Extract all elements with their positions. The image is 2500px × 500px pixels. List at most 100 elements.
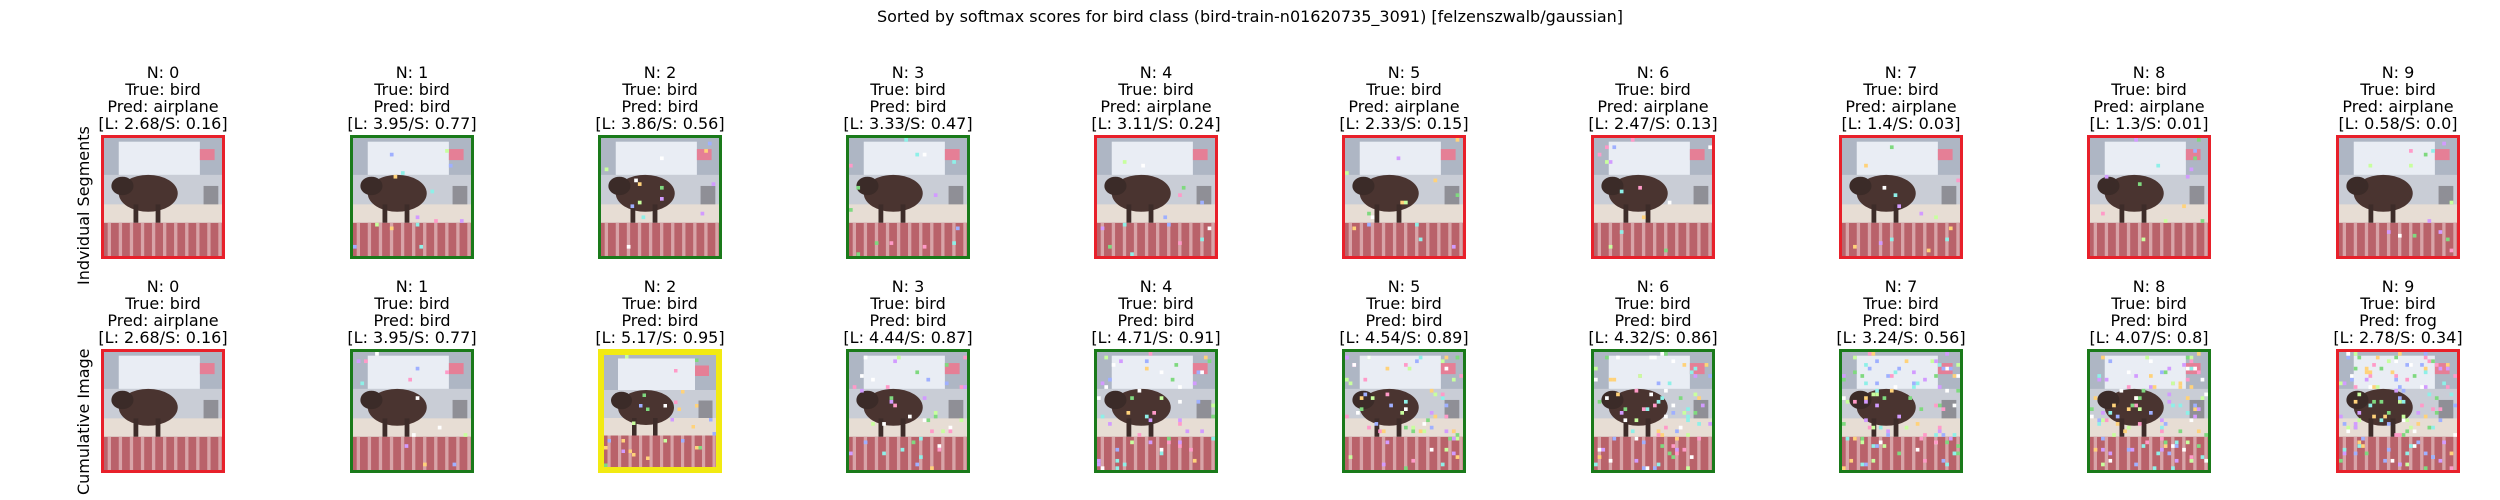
caption-index: N: 4 bbox=[1139, 277, 1173, 296]
caption-true-label: True: bird bbox=[2360, 80, 2436, 99]
bird-photo-image bbox=[2090, 352, 2208, 470]
caption-score: [L: 3.24/S: 0.56] bbox=[1836, 328, 1966, 347]
bird-photo-image bbox=[1594, 352, 1712, 470]
caption-true-label: True: bird bbox=[1615, 294, 1691, 313]
bird-body bbox=[1111, 388, 1171, 426]
caption-prediction: Pred: bird bbox=[621, 97, 699, 116]
bird-head bbox=[611, 391, 632, 410]
bright-window bbox=[618, 358, 695, 390]
bird-photo-image bbox=[104, 352, 222, 470]
bird-photo-image bbox=[2339, 138, 2457, 256]
figure-title: Sorted by softmax scores for bird class … bbox=[876, 7, 1623, 26]
caption-true-label: True: bird bbox=[1366, 294, 1442, 313]
segment-thumbnail bbox=[1342, 135, 1466, 259]
bird-body bbox=[1608, 174, 1668, 212]
bird-head bbox=[1352, 176, 1375, 196]
caption-score: [L: 2.47/S: 0.13] bbox=[1588, 114, 1718, 133]
caption-true-label: True: bird bbox=[1863, 294, 1939, 313]
segment-thumbnail bbox=[1591, 349, 1715, 473]
caption-true-label: True: bird bbox=[2111, 294, 2187, 313]
caption-score: [L: 1.3/S: 0.01] bbox=[2089, 114, 2209, 133]
thumbnail-cell: N: 1 True: bird Pred: bird [L: 3.95/S: 0.77… bbox=[312, 64, 512, 259]
caption-true-label: True: bird bbox=[374, 80, 450, 99]
bright-window bbox=[1856, 141, 1938, 175]
caption-index: N: 2 bbox=[643, 277, 677, 296]
thumbnail-cell: N: 1 True: bird Pred: bird [L: 3.95/S: 0.77… bbox=[312, 278, 512, 473]
caption-true-label: True: bird bbox=[622, 294, 698, 313]
caption-true-label: True: bird bbox=[870, 294, 946, 313]
bird-photo-image bbox=[1345, 352, 1463, 470]
bird-head bbox=[111, 390, 134, 410]
segment-thumbnail bbox=[846, 349, 970, 473]
caption-index: N: 5 bbox=[1387, 277, 1421, 296]
thumbnail-cell: N: 7 True: bird Pred: bird [L: 3.24/S: 0.56… bbox=[1801, 278, 2001, 473]
caption-true-label: True: bird bbox=[2360, 294, 2436, 313]
bird-body bbox=[367, 388, 427, 426]
caption-prediction: Pred: airplane bbox=[1100, 97, 1212, 116]
caption-score: [L: 3.95/S: 0.77] bbox=[347, 328, 477, 347]
caption-prediction: Pred: bird bbox=[869, 311, 947, 330]
caption-prediction: Pred: frog bbox=[2359, 311, 2437, 330]
segment-thumbnail bbox=[598, 349, 722, 473]
bright-window bbox=[2353, 141, 2435, 175]
bird-photo-image bbox=[2339, 352, 2457, 470]
segment-thumbnail bbox=[1591, 135, 1715, 259]
caption-score: [L: 0.58/S: 0.0] bbox=[2338, 114, 2458, 133]
bird-head bbox=[1849, 390, 1872, 410]
caption-index: N: 3 bbox=[891, 277, 925, 296]
bird-photo-image bbox=[1097, 352, 1215, 470]
caption-score: [L: 4.44/S: 0.87] bbox=[843, 328, 973, 347]
thumbnail-cell: N: 6 True: bird Pred: airplane [L: 2.47/S: … bbox=[1553, 64, 1753, 259]
caption-index: N: 9 bbox=[2381, 277, 2415, 296]
caption-score: [L: 2.33/S: 0.15] bbox=[1339, 114, 1469, 133]
segment-thumbnail bbox=[2087, 135, 2211, 259]
segment-thumbnail bbox=[1094, 135, 1218, 259]
bird-photo-image bbox=[849, 138, 967, 256]
caption-index: N: 1 bbox=[395, 277, 429, 296]
caption-prediction: Pred: airplane bbox=[1597, 97, 1709, 116]
thumbnail-cell: N: 9 True: bird Pred: frog [L: 2.78/S: 0.34… bbox=[2298, 278, 2498, 473]
bright-window bbox=[2104, 141, 2186, 175]
caption-score: [L: 2.68/S: 0.16] bbox=[98, 328, 228, 347]
thumbnail-cell: N: 5 True: bird Pred: airplane [L: 2.33/S: … bbox=[1304, 64, 1504, 259]
bird-head bbox=[111, 176, 134, 196]
thumbnail-cell: N: 0 True: bird Pred: airplane [L: 2.68/S: … bbox=[63, 64, 263, 259]
caption-prediction: Pred: bird bbox=[1862, 311, 1940, 330]
bird-body bbox=[1856, 174, 1916, 212]
caption-index: N: 7 bbox=[1884, 63, 1918, 82]
caption-index: N: 7 bbox=[1884, 277, 1918, 296]
bird-head bbox=[856, 390, 879, 410]
bird-photo-image bbox=[104, 138, 222, 256]
thumbnail-cell: N: 9 True: bird Pred: airplane [L: 0.58/S: … bbox=[2298, 64, 2498, 259]
bright-window bbox=[367, 141, 449, 175]
caption-prediction: Pred: bird bbox=[1117, 311, 1195, 330]
segment-thumbnail bbox=[350, 349, 474, 473]
thumbnail-cell: N: 6 True: bird Pred: bird [L: 4.32/S: 0.86… bbox=[1553, 278, 1753, 473]
bird-body bbox=[118, 174, 178, 212]
caption-index: N: 6 bbox=[1636, 63, 1670, 82]
caption-true-label: True: bird bbox=[125, 80, 201, 99]
bright-window bbox=[1608, 141, 1690, 175]
thumbnail-cell: N: 3 True: bird Pred: bird [L: 3.33/S: 0.47… bbox=[808, 64, 1008, 259]
bright-window bbox=[367, 355, 449, 389]
thumbnail-cell: N: 8 True: bird Pred: bird [L: 4.07/S: 0.8] bbox=[2049, 278, 2249, 473]
bird-body bbox=[2104, 174, 2164, 212]
bright-window bbox=[118, 141, 200, 175]
bright-window bbox=[1359, 355, 1441, 389]
segment-thumbnail bbox=[846, 135, 970, 259]
bird-photo-image bbox=[1345, 138, 1463, 256]
caption-prediction: Pred: airplane bbox=[1845, 97, 1957, 116]
caption-true-label: True: bird bbox=[1863, 80, 1939, 99]
caption-true-label: True: bird bbox=[374, 294, 450, 313]
caption-true-label: True: bird bbox=[870, 80, 946, 99]
caption-score: [L: 5.17/S: 0.95] bbox=[595, 328, 725, 347]
bird-photo-image bbox=[1842, 352, 1960, 470]
bird-body bbox=[863, 174, 923, 212]
caption-index: N: 5 bbox=[1387, 63, 1421, 82]
caption-prediction: Pred: bird bbox=[2110, 311, 2188, 330]
bird-photo-image bbox=[353, 352, 471, 470]
segment-thumbnail bbox=[1839, 135, 1963, 259]
thumbnail-cell: N: 7 True: bird Pred: airplane [L: 1.4/S: 0… bbox=[1801, 64, 2001, 259]
caption-prediction: Pred: airplane bbox=[107, 97, 219, 116]
thumbnail-cell: N: 4 True: bird Pred: bird [L: 4.71/S: 0.91… bbox=[1056, 278, 1256, 473]
